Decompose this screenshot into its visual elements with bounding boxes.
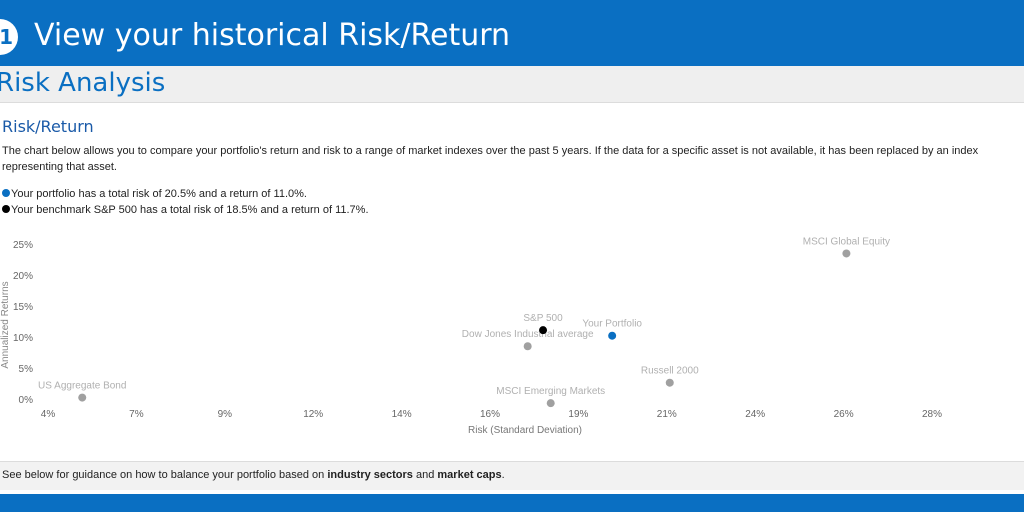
data-point bbox=[523, 342, 532, 351]
x-tick-label: 21% bbox=[657, 409, 677, 420]
y-tick-label: 5% bbox=[19, 364, 34, 375]
x-tick-label: 19% bbox=[568, 409, 588, 420]
step-number-badge: 1 bbox=[0, 19, 18, 55]
y-tick-label: 0% bbox=[19, 395, 34, 406]
benchmark-dot-icon bbox=[2, 205, 10, 213]
footer-middle: and bbox=[412, 469, 438, 481]
footer-prefix: See below for guidance on how to balance… bbox=[2, 469, 328, 481]
data-point-label: Russell 2000 bbox=[641, 366, 699, 377]
x-tick-label: 9% bbox=[218, 409, 233, 420]
data-point bbox=[608, 331, 617, 340]
page-header: 1 View your historical Risk/Return bbox=[0, 0, 1024, 66]
y-axis-label: Annualized Returns bbox=[0, 281, 11, 368]
data-point bbox=[78, 393, 87, 402]
market-caps-link[interactable]: market caps bbox=[437, 469, 502, 481]
x-tick-label: 7% bbox=[129, 409, 144, 420]
x-axis-label: Risk (Standard Deviation) bbox=[468, 425, 582, 436]
legend-portfolio-text: Your portfolio has a total risk of 20.5%… bbox=[11, 188, 307, 200]
data-point bbox=[842, 249, 851, 258]
x-tick-label: 14% bbox=[392, 409, 412, 420]
x-tick-label: 16% bbox=[480, 409, 500, 420]
bottom-bar bbox=[0, 494, 1024, 512]
legend-benchmark: Your benchmark S&P 500 has a total risk … bbox=[2, 204, 369, 216]
legend-portfolio: Your portfolio has a total risk of 20.5%… bbox=[2, 188, 307, 200]
industry-sectors-link[interactable]: industry sectors bbox=[327, 469, 413, 481]
data-point bbox=[665, 378, 674, 387]
footer-guidance: See below for guidance on how to balance… bbox=[0, 461, 1024, 490]
section-header-title: Risk Analysis bbox=[0, 68, 166, 98]
legend-benchmark-text: Your benchmark S&P 500 has a total risk … bbox=[11, 204, 369, 216]
risk-return-title: Risk/Return bbox=[2, 117, 94, 136]
data-point bbox=[539, 326, 548, 335]
data-point bbox=[546, 399, 555, 408]
x-tick-label: 28% bbox=[922, 409, 942, 420]
y-tick-label: 15% bbox=[13, 302, 33, 313]
footer-text: See below for guidance on how to balance… bbox=[2, 469, 505, 481]
chart-description: The chart below allows you to compare yo… bbox=[2, 145, 979, 173]
data-point-label: Dow Jones Industrial average bbox=[462, 329, 594, 340]
risk-return-chart: 0% 5% 10% 15% 20% 25% 4% 7% 9% 12% 14% 16% 19% 21% 24%… bbox=[0, 236, 942, 436]
page-title: View your historical Risk/Return bbox=[34, 18, 511, 53]
x-tick-label: 12% bbox=[303, 409, 323, 420]
x-tick-label: 24% bbox=[745, 409, 765, 420]
y-tick-label: 20% bbox=[13, 271, 33, 282]
y-tick-label: 25% bbox=[13, 240, 33, 251]
section-header: Risk Analysis bbox=[0, 66, 1024, 103]
data-point-label: S&P 500 bbox=[523, 313, 563, 324]
portfolio-dot-icon bbox=[2, 189, 10, 197]
x-tick-label: 26% bbox=[834, 409, 854, 420]
data-point-label: Your Portfolio bbox=[582, 319, 642, 330]
data-point-label: US Aggregate Bond bbox=[38, 381, 126, 392]
data-point-label: MSCI Global Equity bbox=[803, 236, 890, 247]
footer-suffix: . bbox=[501, 469, 505, 481]
x-tick-label: 4% bbox=[41, 409, 56, 420]
y-tick-label: 10% bbox=[13, 333, 33, 344]
data-point-label: MSCI Emerging Markets bbox=[496, 386, 605, 397]
